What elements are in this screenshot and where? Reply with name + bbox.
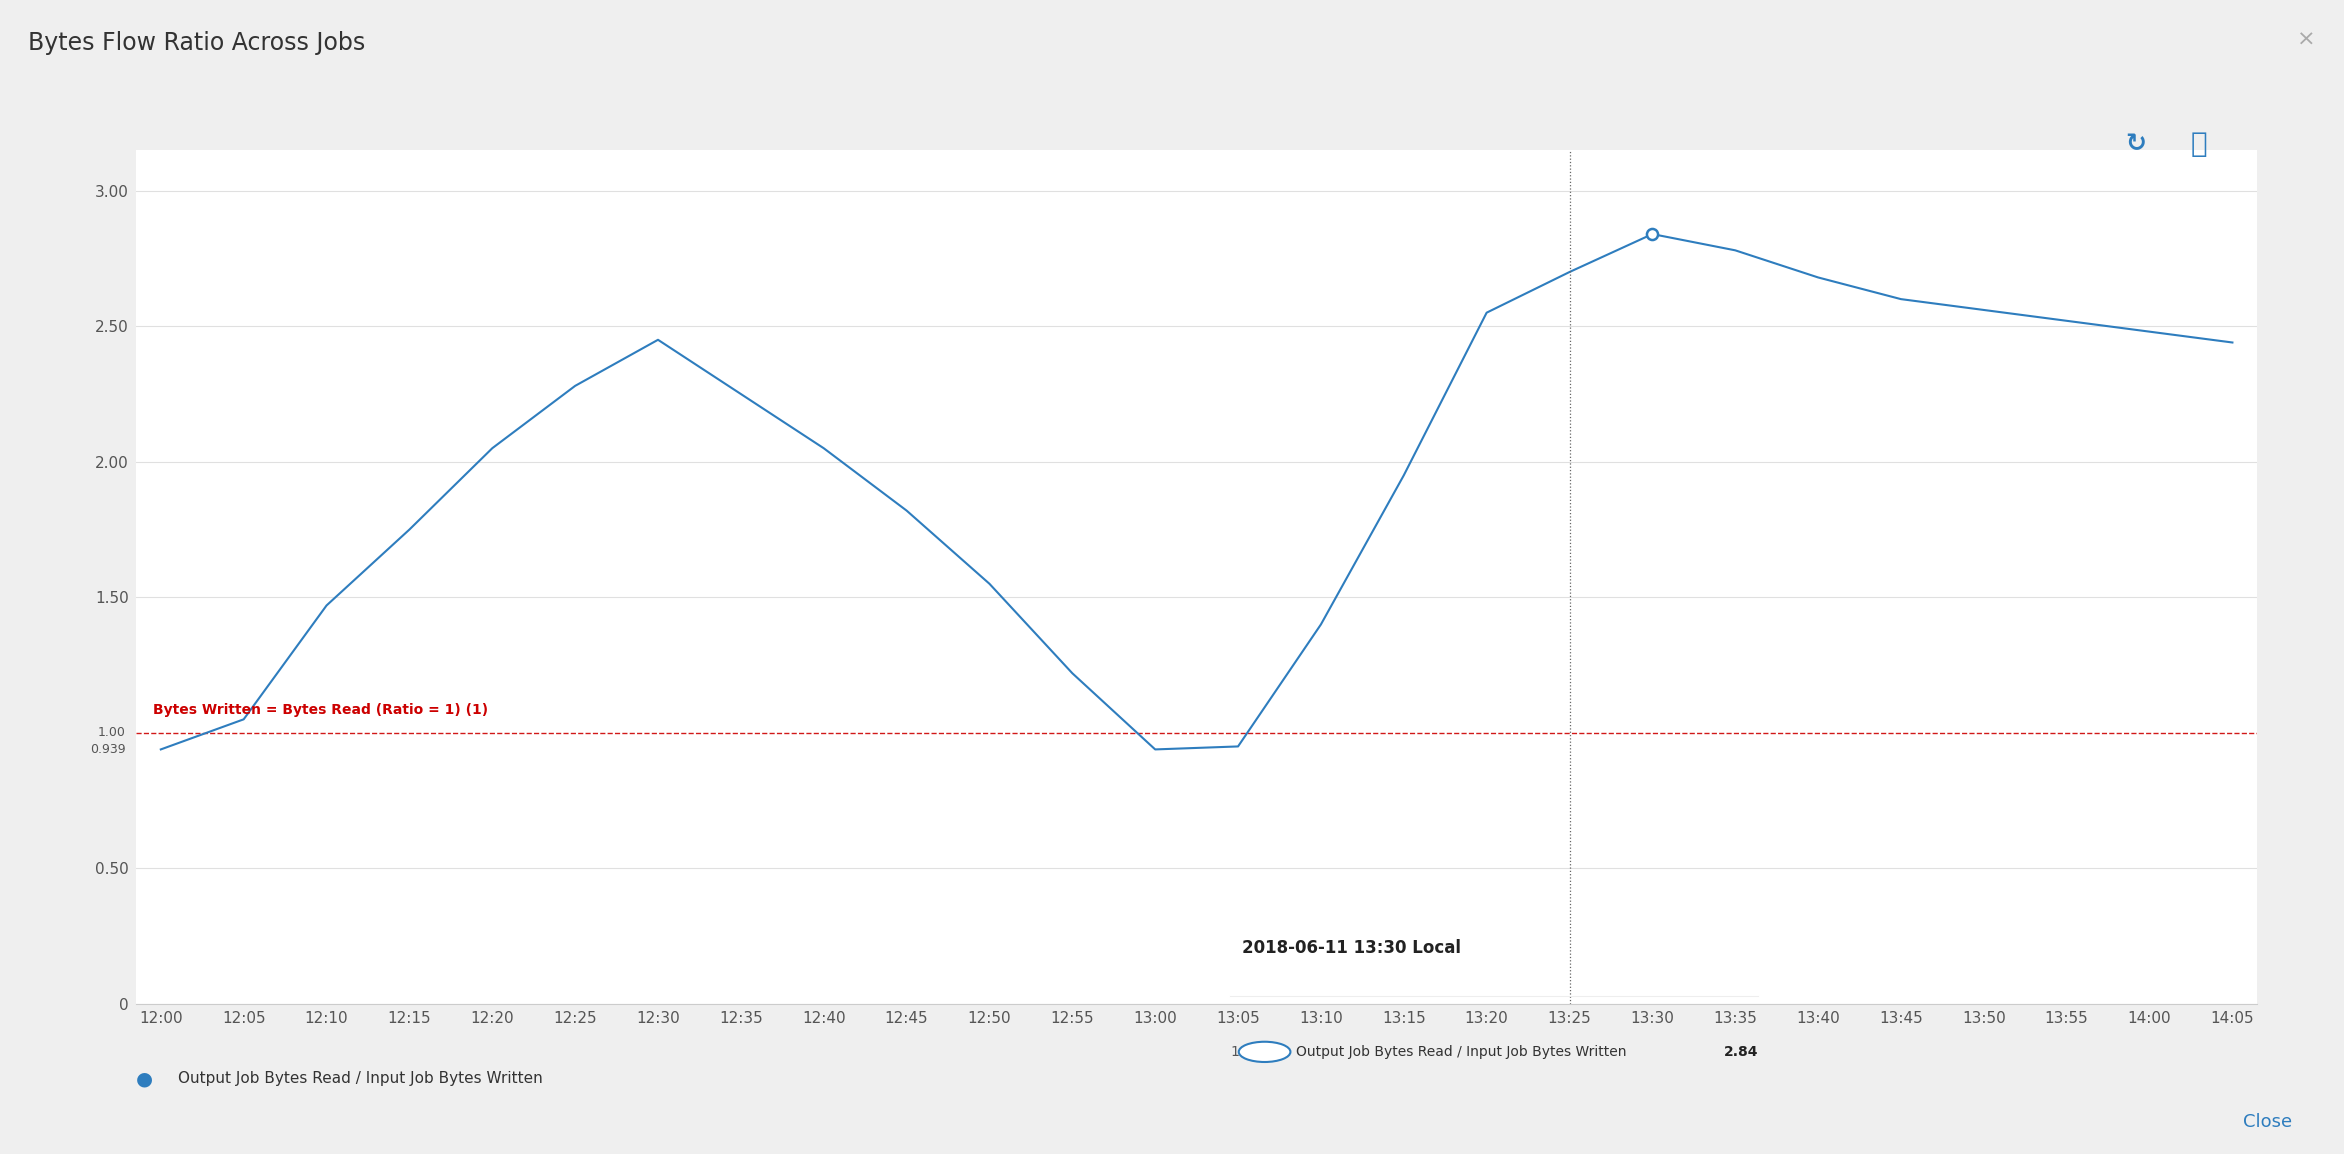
- Circle shape: [1238, 1042, 1292, 1062]
- Text: ⌕: ⌕: [2189, 130, 2208, 158]
- Text: 0.939: 0.939: [89, 743, 124, 756]
- Text: ●: ●: [136, 1070, 152, 1088]
- Text: 2.84: 2.84: [1723, 1044, 1758, 1059]
- Text: Bytes Written = Bytes Read (Ratio = 1) (1): Bytes Written = Bytes Read (Ratio = 1) (…: [152, 703, 488, 717]
- Text: Output Job Bytes Read / Input Job Bytes Written: Output Job Bytes Read / Input Job Bytes …: [178, 1072, 544, 1086]
- Text: Output Job Bytes Read / Input Job Bytes Written: Output Job Bytes Read / Input Job Bytes …: [1296, 1044, 1627, 1059]
- Text: 2018-06-11 13:30 Local: 2018-06-11 13:30 Local: [1242, 939, 1460, 958]
- Text: Close: Close: [2243, 1112, 2292, 1131]
- Text: ↻: ↻: [2126, 133, 2145, 156]
- Text: 1.00: 1.00: [98, 726, 124, 740]
- Text: 1.: 1.: [1231, 1044, 1242, 1059]
- Text: ×: ×: [2297, 29, 2316, 50]
- Text: Bytes Flow Ratio Across Jobs: Bytes Flow Ratio Across Jobs: [28, 31, 366, 55]
